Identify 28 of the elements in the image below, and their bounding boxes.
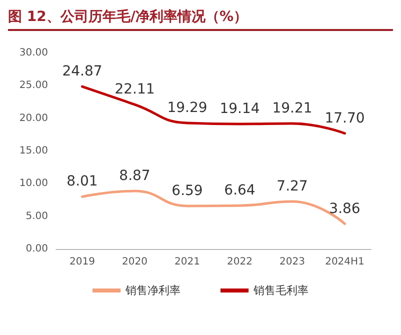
x-tick-label: 2021 [174, 256, 200, 268]
data-label: 6.59 [172, 182, 203, 199]
data-label: 24.87 [62, 64, 102, 80]
x-tick-label: 2020 [122, 256, 148, 268]
data-label: 6.64 [224, 182, 256, 199]
y-tick-label: 30.00 [19, 48, 48, 58]
x-tick-label: 2023 [280, 256, 305, 268]
data-label: 7.27 [276, 178, 308, 195]
chart-title: 图 12、公司历年毛/净利率情况（%） [8, 8, 393, 31]
y-tick-label: 0.00 [26, 244, 48, 254]
data-label: 3.86 [329, 200, 360, 217]
data-label: 19.21 [272, 100, 312, 116]
x-tick-label: 2024H1 [325, 256, 364, 268]
y-tick-label: 15.00 [19, 146, 48, 156]
data-label: 19.29 [167, 100, 208, 116]
y-tick-label: 25.00 [19, 80, 48, 92]
data-label: 22.11 [114, 82, 155, 98]
data-label: 19.14 [220, 100, 260, 117]
data-label: 8.87 [119, 168, 150, 184]
y-tick-label: 20.00 [19, 112, 48, 124]
y-tick-label: 10.00 [19, 178, 48, 190]
x-tick-label: 2022 [227, 256, 252, 268]
data-label: 17.70 [324, 110, 365, 126]
data-label: 8.01 [66, 174, 98, 190]
x-tick-label: 2019 [70, 256, 95, 268]
y-tick-label: 5.00 [26, 210, 48, 222]
legend-label: 销售毛利率 [252, 284, 308, 297]
legend-label: 销售净利率 [124, 284, 180, 297]
